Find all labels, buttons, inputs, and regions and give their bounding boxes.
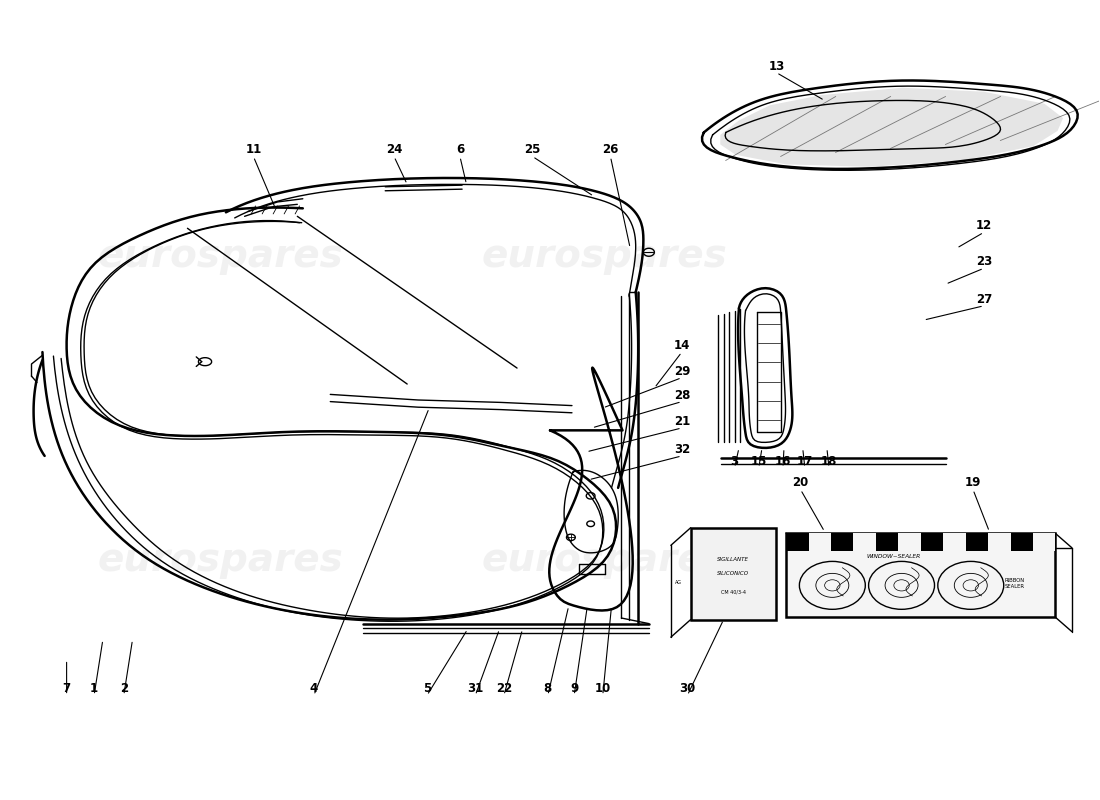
- Text: eurospares: eurospares: [482, 541, 728, 578]
- FancyBboxPatch shape: [786, 534, 1055, 618]
- Text: 28: 28: [673, 389, 690, 402]
- Text: RIBBON
SEALER: RIBBON SEALER: [1005, 578, 1025, 589]
- Text: 26: 26: [602, 143, 618, 157]
- Text: 30: 30: [679, 682, 695, 695]
- Text: CM 40/3-4: CM 40/3-4: [720, 590, 746, 594]
- Bar: [966, 534, 988, 551]
- Text: 24: 24: [386, 143, 403, 157]
- Bar: [786, 534, 808, 551]
- Text: 22: 22: [496, 682, 512, 695]
- Bar: [832, 534, 854, 551]
- Text: eurospares: eurospares: [482, 238, 728, 275]
- Text: 9: 9: [570, 682, 579, 695]
- Text: SIGILLANTE: SIGILLANTE: [717, 558, 749, 562]
- Text: 6: 6: [455, 143, 464, 157]
- Text: 5: 5: [422, 682, 431, 695]
- Bar: [1011, 534, 1033, 551]
- Text: 2: 2: [120, 682, 128, 695]
- Text: 20: 20: [792, 477, 808, 490]
- Text: 21: 21: [673, 415, 690, 428]
- Text: 16: 16: [774, 455, 791, 468]
- Text: SILICONICO: SILICONICO: [717, 571, 749, 576]
- Text: 3: 3: [730, 455, 738, 468]
- Text: 12: 12: [976, 219, 992, 232]
- Text: 11: 11: [245, 143, 262, 157]
- Bar: [988, 534, 1011, 551]
- Text: 32: 32: [673, 443, 690, 456]
- Text: eurospares: eurospares: [98, 541, 343, 578]
- Polygon shape: [720, 88, 1063, 167]
- Text: 27: 27: [976, 293, 992, 306]
- Bar: [876, 534, 899, 551]
- Bar: [921, 534, 943, 551]
- Text: 10: 10: [595, 682, 610, 695]
- Text: 15: 15: [750, 455, 767, 468]
- Text: 31: 31: [468, 682, 483, 695]
- Text: 29: 29: [673, 365, 690, 378]
- Text: 4: 4: [310, 682, 318, 695]
- Text: 13: 13: [768, 59, 784, 73]
- Text: 19: 19: [965, 477, 981, 490]
- Text: 17: 17: [796, 455, 813, 468]
- Text: 23: 23: [976, 255, 992, 268]
- Text: AG: AG: [675, 580, 682, 585]
- Bar: [808, 534, 832, 551]
- Text: 25: 25: [525, 143, 540, 157]
- Text: 7: 7: [63, 682, 70, 695]
- Bar: [899, 534, 921, 551]
- Text: 8: 8: [543, 682, 552, 695]
- Text: WINDOW~SEALER: WINDOW~SEALER: [867, 554, 921, 559]
- Text: 18: 18: [821, 455, 837, 468]
- Bar: [1033, 534, 1055, 551]
- FancyBboxPatch shape: [691, 528, 777, 620]
- Bar: [854, 534, 876, 551]
- Text: eurospares: eurospares: [98, 238, 343, 275]
- Text: 1: 1: [90, 682, 98, 695]
- Bar: [943, 534, 966, 551]
- Text: 14: 14: [673, 339, 690, 352]
